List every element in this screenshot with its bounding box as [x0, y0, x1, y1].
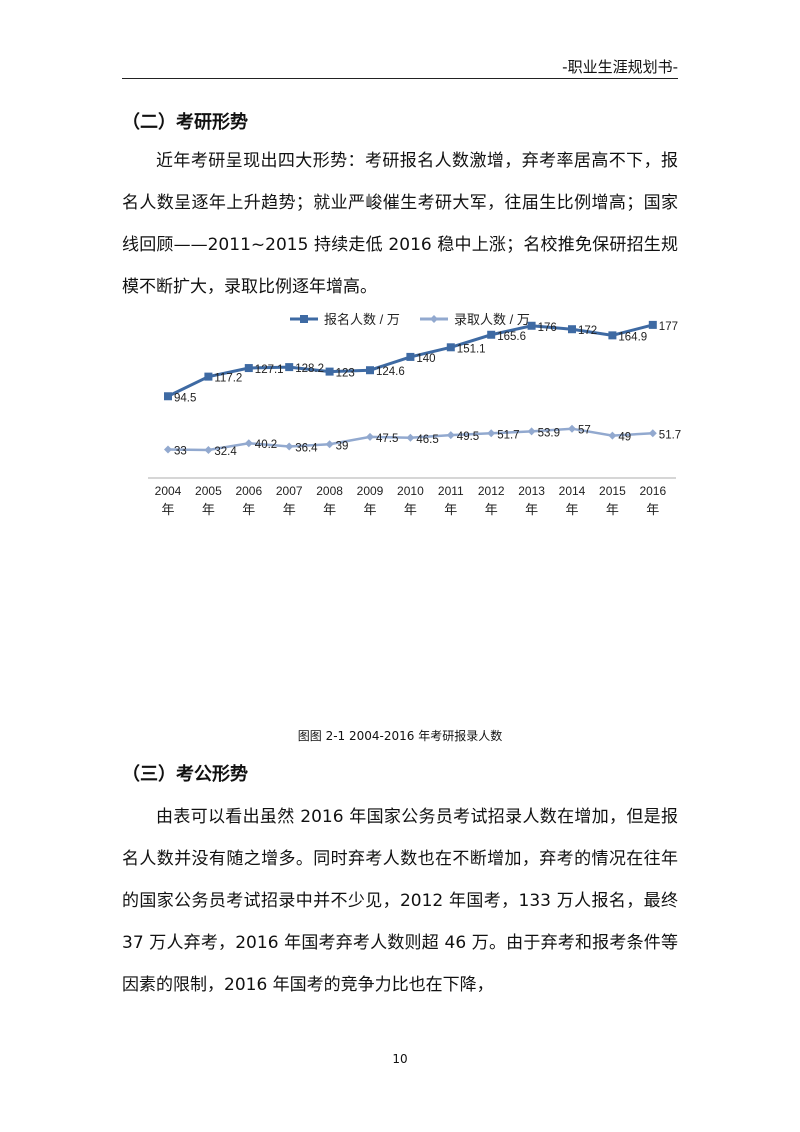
legend-label: 录取人数 / 万: [454, 312, 530, 327]
x-tick-label: 2007: [276, 484, 303, 498]
data-label: 124.6: [376, 366, 405, 378]
data-label: 51.7: [659, 429, 681, 441]
data-point: [204, 372, 213, 381]
data-label: 94.5: [174, 392, 196, 404]
data-point: [325, 440, 334, 449]
header-divider: [122, 78, 678, 79]
x-tick-label: 2011: [438, 484, 464, 498]
paragraph-text: 近年考研呈现出四大形势：考研报名人数激增，弃考率居高不下，报名人数呈逐年上升趋势…: [122, 151, 678, 297]
data-label: 117.2: [214, 373, 242, 385]
data-point: [527, 321, 536, 330]
data-label: 140: [416, 353, 435, 365]
x-tick-unit: 年: [202, 502, 215, 517]
x-tick-label: 2016: [639, 484, 666, 498]
legend-marker: [430, 315, 438, 323]
data-label: 128.2: [295, 363, 324, 375]
x-tick-unit: 年: [646, 502, 659, 517]
data-point: [446, 343, 455, 352]
data-point: [285, 442, 294, 451]
data-point: [487, 429, 496, 438]
data-point: [325, 367, 334, 376]
x-tick-label: 2012: [478, 484, 505, 498]
data-point: [204, 445, 213, 454]
data-point: [648, 429, 657, 438]
x-tick-unit: 年: [363, 502, 376, 517]
x-tick-label: 2006: [235, 484, 262, 498]
legend-label: 报名人数 / 万: [324, 312, 400, 327]
x-tick-label: 2014: [559, 484, 586, 498]
figure-caption: 图图 2-1 2004-2016 年考研报录人数: [297, 729, 503, 743]
data-point: [648, 320, 657, 329]
paragraph-kaogong: 由表可以看出虽然 2016 年国家公务员考试招录人数在增加，但是报名人数并没有随…: [122, 796, 678, 1006]
x-tick-unit: 年: [161, 502, 174, 517]
data-point: [487, 330, 496, 339]
paragraph-text: 由表可以看出虽然 2016 年国家公务员考试招录人数在增加，但是报名人数并没有随…: [122, 807, 678, 995]
data-label: 151.1: [457, 343, 486, 355]
x-tick-unit: 年: [242, 502, 255, 517]
paragraph-kaoyan: 近年考研呈现出四大形势：考研报名人数激增，弃考率居高不下，报名人数呈逐年上升趋势…: [122, 140, 678, 308]
data-label: 39: [336, 440, 349, 452]
x-tick-unit: 年: [283, 502, 296, 517]
data-point: [527, 427, 536, 436]
line-chart: 2004 年 2005 年 2006 年 2007 年 2008 年 2009 年 2010 年 2011 年…: [148, 312, 681, 517]
x-tick-unit: 年: [323, 502, 336, 517]
data-label: 176: [538, 322, 557, 334]
x-tick-unit: 年: [525, 502, 538, 517]
data-point: [244, 439, 253, 448]
data-point: [285, 363, 294, 372]
data-point: [446, 431, 455, 440]
data-label: 164.9: [618, 331, 647, 343]
data-label: 32.4: [214, 446, 237, 458]
x-tick-unit: 年: [444, 502, 457, 517]
running-header: -职业生涯规划书-: [562, 58, 678, 76]
data-label: 51.7: [497, 429, 519, 441]
legend-marker: [300, 315, 308, 323]
data-point: [366, 366, 374, 375]
x-tick-label: 2015: [599, 484, 626, 498]
x-tick-unit: 年: [404, 502, 417, 517]
x-tick-label: 2009: [357, 484, 384, 498]
data-label: 47.5: [376, 433, 398, 445]
data-label: 36.4: [295, 443, 318, 455]
x-tick-unit: 年: [485, 502, 498, 517]
data-label: 53.9: [538, 427, 560, 439]
data-label: 172: [578, 325, 597, 337]
section-heading-kaogong: （三）考公形势: [122, 764, 248, 785]
data-point: [608, 431, 617, 440]
data-label: 57: [578, 425, 591, 437]
x-tick-label: 2010: [397, 484, 424, 498]
data-point: [164, 392, 172, 401]
data-point: [568, 325, 576, 334]
section-heading-kaoyan: （二）考研形势: [122, 112, 248, 133]
data-label: 40.2: [255, 439, 277, 451]
data-point: [244, 364, 253, 373]
data-label: 123: [336, 368, 355, 380]
data-point: [164, 445, 172, 454]
data-label: 46.5: [416, 434, 438, 446]
data-point: [568, 424, 576, 433]
x-tick-label: 2013: [518, 484, 545, 498]
x-tick-unit: 年: [606, 502, 619, 517]
page-number: 10: [392, 1052, 408, 1066]
data-point: [608, 331, 617, 340]
data-point: [366, 432, 374, 441]
x-tick-label: 2005: [195, 484, 222, 498]
data-point: [406, 352, 415, 361]
data-label: 165.6: [497, 331, 526, 343]
x-tick-label: 2008: [316, 484, 343, 498]
x-tick-unit: 年: [565, 502, 578, 517]
data-label: 127.1: [255, 364, 284, 376]
data-point: [406, 433, 415, 442]
data-label: 33: [174, 445, 187, 457]
data-label: 49: [618, 432, 631, 444]
x-tick-label: 2004: [155, 484, 182, 498]
data-label: 177: [659, 321, 678, 333]
data-label: 49.5: [457, 431, 479, 443]
